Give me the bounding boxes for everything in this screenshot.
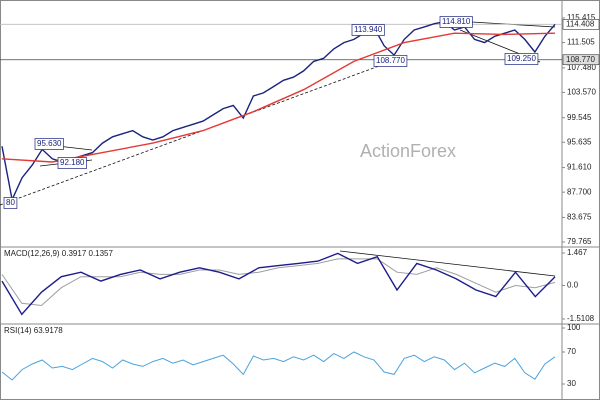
annotation-box bbox=[57, 157, 87, 169]
annotation-box bbox=[439, 16, 473, 28]
y-tick-label: 111.505 bbox=[567, 38, 595, 47]
y-tick-label: 1.467 bbox=[567, 248, 588, 257]
annotation-box bbox=[34, 138, 64, 150]
price-tag-label: 114.408 bbox=[566, 19, 595, 28]
y-tick-label: 87.700 bbox=[567, 187, 592, 196]
annotation: 109.250 bbox=[507, 54, 536, 63]
y-tick-label: 91.610 bbox=[567, 163, 592, 172]
annotation: 95.630 bbox=[37, 139, 62, 148]
series-line bbox=[1, 258, 556, 307]
series-line bbox=[1, 32, 556, 163]
y-tick-label: -1.5108 bbox=[567, 314, 595, 323]
panel-title: RSI(14) 63.9178 bbox=[4, 326, 63, 335]
panel-title: MACD(12,26,9) 0.3917 0.1357 bbox=[4, 249, 114, 258]
y-tick-label: 107.480 bbox=[567, 63, 596, 72]
y-tick-label: 0.0 bbox=[567, 281, 579, 290]
annotation: 108.770 bbox=[376, 56, 405, 65]
annotation-box bbox=[504, 53, 539, 65]
price-tag bbox=[562, 54, 600, 66]
price-tag bbox=[562, 19, 600, 30]
trendlines bbox=[0, 20, 556, 277]
y-tick-label: 115.415 bbox=[567, 13, 596, 22]
y-tick-label: 70 bbox=[567, 347, 576, 356]
annotation: 80 bbox=[6, 198, 15, 207]
annotation-box bbox=[373, 55, 408, 67]
annotation: 92.180 bbox=[60, 158, 85, 167]
price-tag-label: 108.770 bbox=[566, 55, 595, 64]
y-tick-label: 83.675 bbox=[567, 213, 592, 222]
y-tick-label: 100 bbox=[567, 323, 581, 332]
y-tick-label: 95.635 bbox=[567, 137, 592, 146]
annotation-box bbox=[351, 24, 385, 36]
annotation: 113.940 bbox=[354, 25, 383, 34]
annotation: 114.810 bbox=[442, 17, 471, 26]
y-tick-label: 103.570 bbox=[567, 88, 596, 97]
trendline bbox=[0, 61, 391, 206]
y-tick-label: 30 bbox=[567, 379, 576, 388]
trendline bbox=[339, 250, 556, 277]
y-tick-label: 99.545 bbox=[567, 113, 592, 122]
series-line bbox=[1, 21, 556, 203]
y-tick-label: 79.765 bbox=[567, 237, 592, 246]
watermark: ActionForex bbox=[360, 141, 456, 161]
series-line bbox=[1, 351, 556, 381]
annotation-box bbox=[3, 197, 18, 209]
series-line bbox=[1, 252, 556, 316]
